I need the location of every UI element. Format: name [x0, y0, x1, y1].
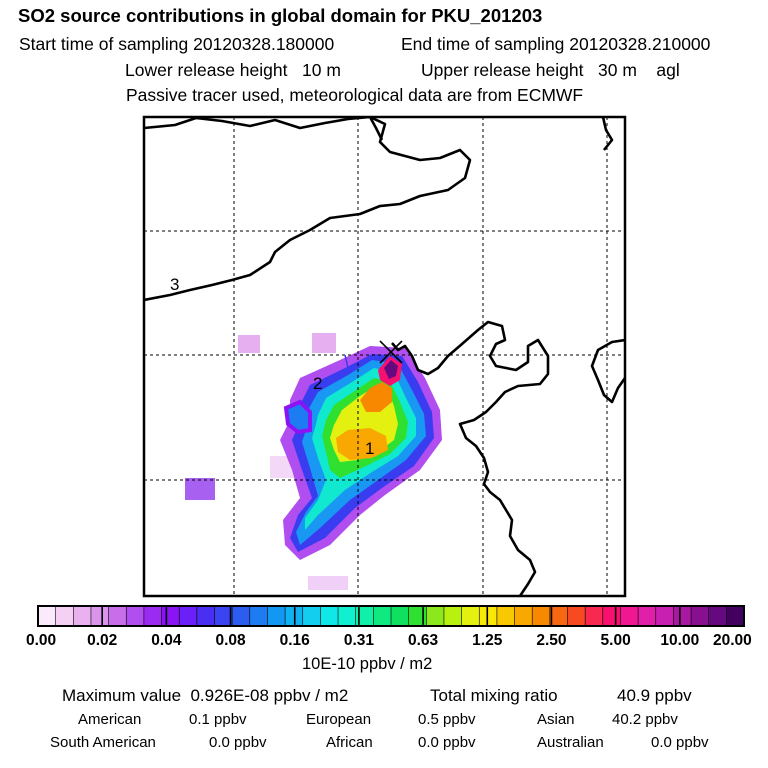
- colorbar-tick-label: 0.02: [87, 632, 118, 649]
- region-value: 0.0 ppbv: [209, 734, 267, 751]
- region-name: European: [306, 711, 372, 728]
- region-name: Australian: [537, 734, 604, 751]
- colorbar-cell: [673, 605, 692, 627]
- total-mixing-label: Total mixing ratio: [430, 686, 558, 705]
- max-value-label: Maximum value 0.926E-08 ppbv / m2: [62, 686, 349, 705]
- plume-cell: [238, 335, 260, 353]
- colorbar-tick-label: 10.00: [660, 632, 700, 649]
- chart-title: SO2 source contributions in global domai…: [18, 5, 543, 26]
- colorbar-cell: [337, 605, 357, 627]
- map-label-3: 3: [170, 275, 180, 294]
- plume-peak: [384, 360, 398, 379]
- region-name: South American: [50, 734, 156, 751]
- colorbar-cell: [567, 605, 587, 627]
- plume-layer: [185, 333, 442, 590]
- colorbar-tick-label: 20.00: [712, 632, 752, 649]
- colorbar-cell: [690, 605, 710, 627]
- upper-release-label: Upper release height 30 m agl: [421, 60, 680, 80]
- colorbar-cell: [531, 605, 551, 627]
- colorbar-cell: [584, 605, 604, 627]
- plume-edge: [324, 354, 349, 386]
- colorbar-cell: [196, 605, 216, 627]
- plume-cell: [185, 478, 215, 500]
- region-value: 0.0 ppbv: [418, 734, 476, 751]
- colorbar-tick-label: 0.63: [407, 632, 439, 649]
- plume-cell: [308, 576, 348, 590]
- colorbar-tick-label: 2.50: [536, 632, 567, 649]
- region-value: 0.1 ppbv: [189, 711, 247, 728]
- end-time-label: End time of sampling 20120328.210000: [401, 34, 711, 54]
- colorbar-cell: [37, 605, 57, 627]
- region-value: 40.2 ppbv: [612, 711, 678, 728]
- colorbar-cell: [708, 605, 728, 627]
- colorbar-tick-label: 0.04: [151, 632, 182, 649]
- colorbar-cell: [461, 605, 481, 627]
- colorbar-cell: [108, 605, 128, 627]
- colorbar-cell: [496, 605, 516, 627]
- lower-release-label: Lower release height 10 m: [125, 60, 341, 80]
- colorbar-cell: [637, 605, 657, 627]
- map-label-1: 1: [365, 439, 375, 458]
- colorbar-cell: [178, 605, 198, 627]
- region-name: African: [326, 734, 373, 751]
- colorbar-cell: [408, 605, 428, 627]
- plume-orange-north: [360, 382, 392, 412]
- colorbar-cell: [443, 605, 463, 627]
- colorbar-tick-label: 1.25: [472, 632, 503, 649]
- colorbar-tick-label: 5.00: [600, 632, 631, 649]
- colorbar-cell: [320, 605, 339, 627]
- colorbar-cell: [302, 605, 322, 627]
- colorbar-tick-label: 0.08: [215, 632, 246, 649]
- tracer-label: Passive tracer used, meteorological data…: [126, 85, 584, 105]
- colorbar-cell: [125, 605, 145, 627]
- colorbar-cell: [143, 605, 163, 627]
- colorbar-cell: [267, 605, 287, 627]
- colorbar-cell: [602, 605, 622, 627]
- colorbar-tick-label: 0.16: [279, 632, 310, 649]
- coastlines: [144, 117, 625, 596]
- region-name: Asian: [537, 711, 575, 728]
- colorbar-cell: [161, 605, 181, 627]
- map-grid: [144, 117, 625, 596]
- colorbar-cell: [390, 605, 410, 627]
- colorbar-cell: [249, 605, 269, 627]
- region-value: 0.0 ppbv: [651, 734, 709, 751]
- region-value: 0.5 ppbv: [418, 711, 476, 728]
- map-label-2: 2: [313, 374, 323, 393]
- colorbar-cell: [726, 605, 745, 627]
- colorbar-frame: [37, 605, 745, 627]
- colorbar-cell: [620, 605, 640, 627]
- plume-orange-south: [336, 428, 388, 460]
- colorbar-cell: [549, 605, 569, 627]
- colorbar-cell: [73, 605, 92, 627]
- colorbar-tick-label: 0.31: [343, 632, 374, 649]
- receptor-x-marker: [379, 340, 403, 364]
- colorbar-unit-label: 10E-10 ppbv / m2: [302, 655, 433, 673]
- colorbar-tick-label: 0.00: [26, 632, 57, 649]
- total-mixing-value: 40.9 ppbv: [617, 686, 692, 705]
- plume-west-patch: [283, 399, 312, 435]
- colorbar-cell: [655, 605, 675, 627]
- start-time-label: Start time of sampling 20120328.180000: [19, 34, 335, 54]
- colorbar-cell: [478, 605, 498, 627]
- colorbar-cell: [373, 605, 392, 627]
- colorbar-cell: [55, 605, 75, 627]
- map-frame: [142, 115, 627, 598]
- colorbar-cell: [425, 605, 445, 627]
- colorbar-cell: [514, 605, 534, 627]
- colorbar-cell: [90, 605, 110, 627]
- region-name: American: [78, 711, 142, 728]
- colorbar-cell: [231, 605, 251, 627]
- plume-cell: [312, 333, 336, 353]
